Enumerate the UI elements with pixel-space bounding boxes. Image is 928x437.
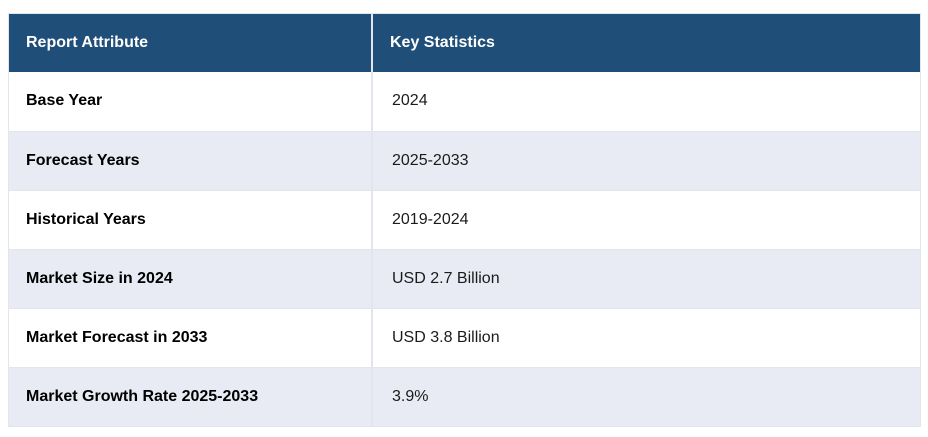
attribute-cell: Base Year <box>9 72 373 132</box>
table-row: Market Growth Rate 2025-2033 3.9% <box>9 367 920 426</box>
value-cell: 2019-2024 <box>372 190 920 250</box>
table-row: Market Forecast in 2033 USD 3.8 Billion <box>9 308 920 368</box>
report-attributes-table-container: Report Attribute Key Statistics Base Yea… <box>8 13 921 427</box>
value-cell: USD 3.8 Billion <box>372 308 920 368</box>
column-header-key-statistics: Key Statistics <box>372 14 920 72</box>
table-row: Market Size in 2024 USD 2.7 Billion <box>9 249 920 309</box>
table-row: Historical Years 2019-2024 <box>9 190 920 250</box>
column-header-report-attribute: Report Attribute <box>9 14 373 72</box>
table-row: Base Year 2024 <box>9 72 920 132</box>
table-header-row: Report Attribute Key Statistics <box>9 14 920 72</box>
attribute-cell: Forecast Years <box>9 131 373 191</box>
value-cell: 2024 <box>372 72 920 132</box>
attribute-cell: Market Size in 2024 <box>9 249 373 309</box>
attribute-cell: Market Growth Rate 2025-2033 <box>9 367 373 426</box>
report-attributes-table: Report Attribute Key Statistics Base Yea… <box>9 14 920 426</box>
value-cell: 2025-2033 <box>372 131 920 191</box>
value-cell: 3.9% <box>392 387 429 405</box>
attribute-cell: Market Forecast in 2033 <box>9 308 373 368</box>
table-body: Base Year 2024 Forecast Years 2025-2033 … <box>9 72 920 426</box>
attribute-cell: Historical Years <box>9 190 373 250</box>
table-row: Forecast Years 2025-2033 <box>9 131 920 191</box>
value-cell: USD 2.7 Billion <box>372 249 920 309</box>
